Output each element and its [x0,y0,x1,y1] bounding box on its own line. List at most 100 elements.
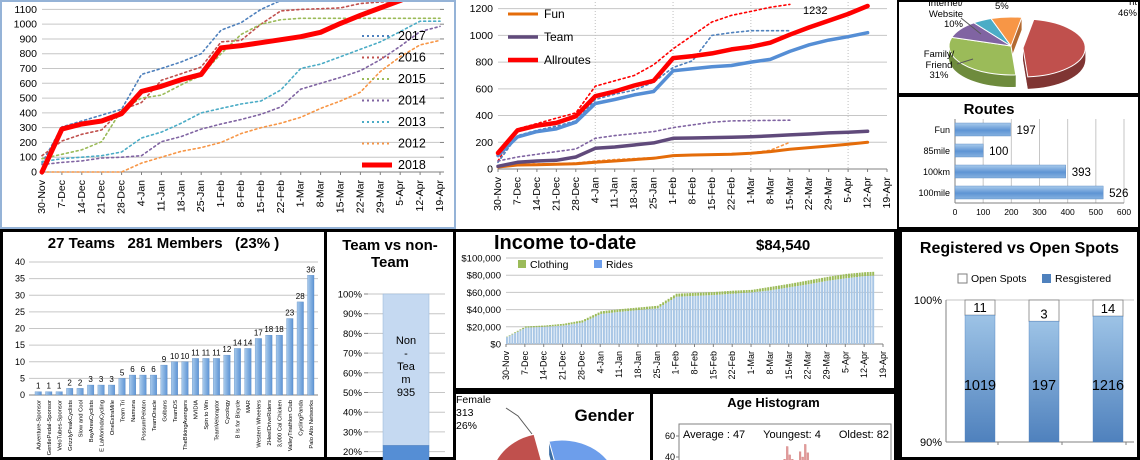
svg-text:700: 700 [19,63,37,75]
svg-text:1200: 1200 [470,3,494,15]
panel-routes-bar: Routes 0 100 200 300 400 500 600 Fun 197 85mile 10… [897,97,1140,229]
panel-age-histogram: Age Histogram Average : 47 Youngest: 4 O… [653,391,897,460]
svg-text:100: 100 [989,146,1008,158]
svg-text:35: 35 [15,274,25,284]
svg-text:15: 15 [15,340,25,350]
svg-text:3: 3 [109,375,114,384]
svg-text:1232: 1232 [803,5,827,17]
team-vs-nonteam-title: Team vs non-Team [342,237,438,271]
pie-label-5pct: 5% [995,1,1009,12]
svg-text:100%: 100% [338,290,363,301]
svg-text:Golbans: Golbans [162,400,168,422]
age-youngest: Youngest: 4 [763,429,821,441]
svg-text:8-Mar: 8-Mar [765,351,775,375]
svg-text:28-Dec: 28-Dec [116,180,128,214]
svg-text:22-Feb: 22-Feb [727,351,737,380]
svg-text:393: 393 [1072,167,1091,179]
age-histogram-title: Age Histogram [727,395,820,410]
svg-text:5-Apr: 5-Apr [842,177,854,203]
svg-text:Clothing: Clothing [530,259,569,271]
income-chart: $0 $20,000 $40,000 $60,000 $80,000 $100,000 30… [456,232,894,388]
routes-title: Routes [963,101,1015,118]
referral-source-pie-chart [899,2,1138,93]
pie-label-pct: 46% [1117,7,1137,19]
svg-text:Fun: Fun [934,125,950,135]
svg-text:Team Tri: Team Tri [120,400,126,422]
svg-text:80%: 80% [343,329,363,340]
panel-team-vs-nonteam: Team vs non-Team 100% 90% 80% 70% 60% 50% 40% 3… [327,229,456,460]
svg-text:5-Apr: 5-Apr [394,180,406,206]
svg-text:200: 200 [19,137,37,149]
svg-text:90%: 90% [343,309,363,320]
pie-label-line: nt [1129,0,1137,8]
svg-text:20: 20 [15,324,25,334]
svg-text:22-Mar: 22-Mar [803,351,813,380]
svg-text:21-Dec: 21-Dec [558,351,568,381]
svg-text:Cycology: Cycology [225,400,231,424]
svg-text:25-Jan: 25-Jan [652,351,662,379]
svg-text:6: 6 [141,365,146,374]
svg-text:5: 5 [20,373,25,383]
svg-text:11: 11 [202,348,211,357]
svg-text:Palo Alto Networks: Palo Alto Networks [309,400,315,449]
svg-text:18-Jan: 18-Jan [628,177,640,209]
svg-text:1-Mar: 1-Mar [295,179,307,207]
svg-text:22-Mar: 22-Mar [354,180,366,214]
income-svg: $0 $20,000 $40,000 $60,000 $80,000 $100,000 30… [461,254,888,381]
svg-text:500: 500 [19,93,37,105]
svg-text:30-Nov: 30-Nov [36,179,48,214]
svg-text:1: 1 [57,382,62,391]
svg-text:1-Feb: 1-Feb [667,177,679,205]
svg-text:29-Mar: 29-Mar [823,177,835,211]
svg-text:90%: 90% [920,437,942,449]
svg-text:400: 400 [475,110,493,122]
svg-text:TheBikingAvengers: TheBikingAvengers [183,400,189,450]
svg-text:29-Mar: 29-Mar [374,180,386,214]
svg-text:CyclingPanda: CyclingPanda [299,399,305,436]
gender-label-count: 313 [456,407,474,419]
svg-text:PossumPeloton: PossumPeloton [141,400,147,441]
team-vs-nonteam-chart: 100%90%80%70%60%50%40%30%20%10%0%Non-Tea… [327,232,453,460]
svg-text:3: 3 [99,375,104,384]
svg-text:30-Nov: 30-Nov [501,351,511,381]
svg-text:40: 40 [665,452,675,460]
pie-label-line: Website [928,8,963,20]
registrations-by-year-chart: 0 100 200 300 400 500 600 700 800 900 1000 1100 30-N… [2,2,454,227]
svg-text:22-Mar: 22-Mar [803,177,815,211]
svg-text:526: 526 [1109,188,1128,200]
svg-text:Allroutes: Allroutes [544,53,591,67]
panel-income: Income to-date $84,540 $0 $20,000 $40,000 $… [456,229,897,391]
svg-text:0: 0 [487,164,493,176]
panel-registrations-by-year: 0 100 200 300 400 500 600 700 800 900 1000 1100 30-N… [0,0,456,229]
age-average: Average : 47 [683,429,746,441]
gender-pie-chart [456,394,650,460]
svg-text:22-Feb: 22-Feb [275,180,287,213]
svg-text:19-Apr: 19-Apr [434,179,446,211]
svg-text:28-Dec: 28-Dec [576,351,586,381]
svg-text:2013: 2013 [398,115,426,129]
svg-text:25: 25 [15,307,25,317]
svg-text:1-Mar: 1-Mar [745,176,757,204]
pie-svg [948,16,1086,89]
svg-text:18: 18 [264,325,273,334]
gender-female-label: Female 313 26% [456,394,650,433]
svg-text:300: 300 [1032,207,1046,217]
svg-text:GrizzlyPeakCyclists: GrizzlyPeakCyclists [68,400,74,451]
teams-svg: 05101520253035401Adventure-Sponsor1Gentl… [15,257,318,455]
svg-text:900: 900 [19,33,37,45]
svg-text:11-Jan: 11-Jan [609,177,621,208]
svg-text:Adventure-Sponsor: Adventure-Sponsor [37,400,43,450]
svg-text:30: 30 [15,290,25,300]
panel-routes-progress: 0 200 400 600 800 1000 1200 30-Nov 7-Dec 14-Dec 21… [456,0,897,229]
svg-text:50%: 50% [343,388,363,399]
svg-text:22-Feb: 22-Feb [725,177,737,210]
svg-text:2: 2 [67,378,72,387]
svg-text:10: 10 [180,352,189,361]
svg-text:28-Dec: 28-Dec [570,177,582,211]
svg-text:23: 23 [285,309,294,318]
gender-svg [496,407,609,460]
svg-text:2015: 2015 [398,72,426,86]
svg-text:10: 10 [170,352,179,361]
registered-vs-open-title: Registered vs Open Spots [919,240,1120,257]
